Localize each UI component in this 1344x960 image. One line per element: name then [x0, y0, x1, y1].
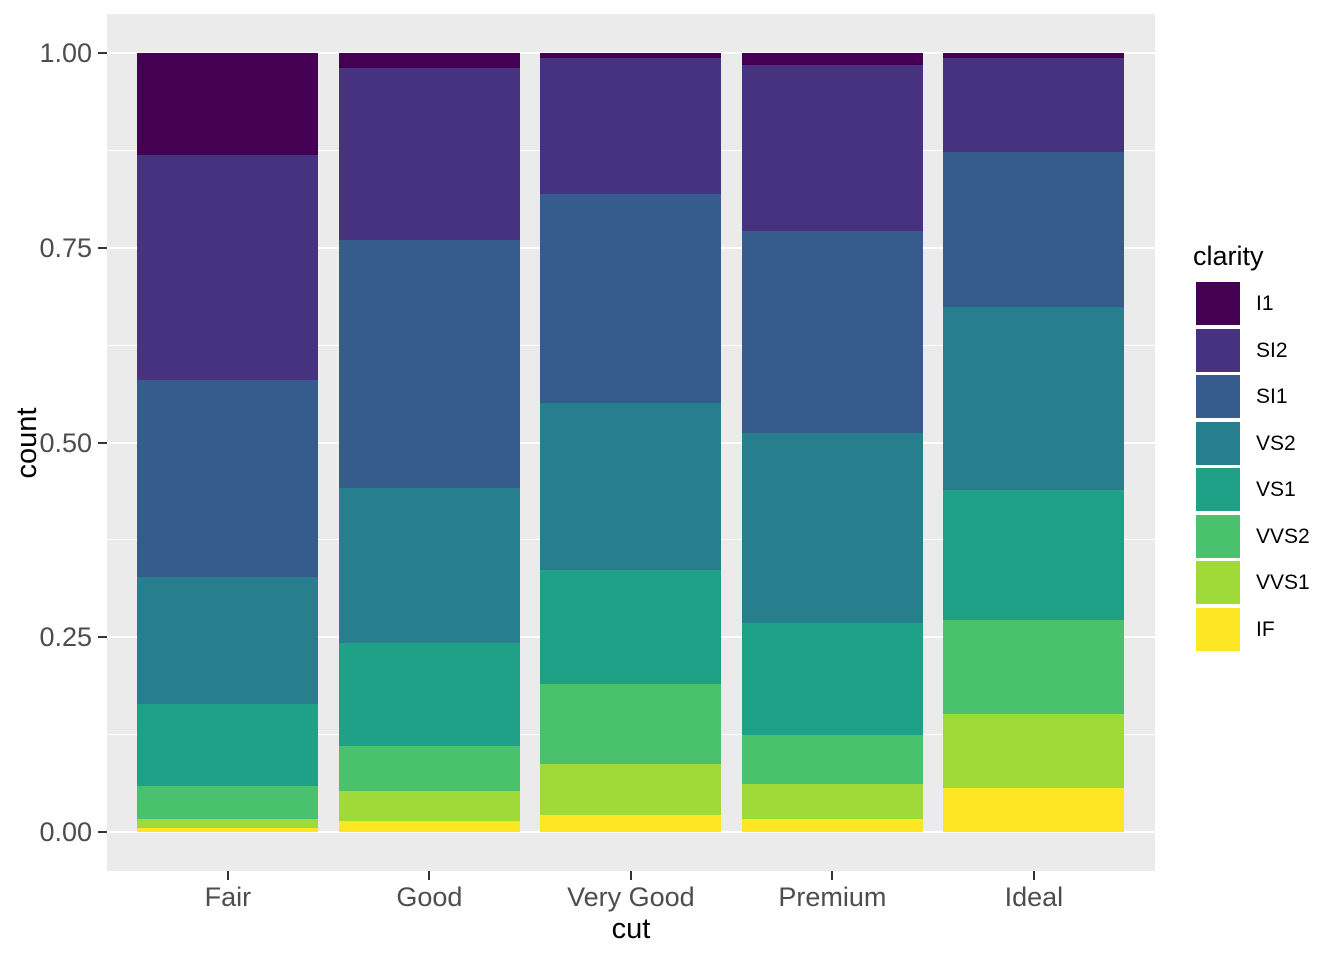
y-axis-title: count	[11, 407, 43, 478]
legend-key-vs2	[1196, 421, 1240, 465]
bar-good	[338, 53, 520, 832]
bar-segment-si2	[338, 68, 520, 240]
bar-segment-if	[741, 818, 923, 832]
y-tick-mark	[98, 636, 107, 639]
bar-segment-vs2	[540, 402, 722, 570]
legend-label-vvs2: VVS2	[1256, 524, 1310, 548]
bar-segment-if	[338, 820, 520, 832]
x-tick-mark	[1032, 871, 1035, 880]
bar-segment-vvs1	[540, 763, 722, 815]
y-tick-label: 0.75	[39, 232, 92, 263]
x-tick-label: Premium	[778, 882, 887, 912]
y-tick-mark	[98, 441, 107, 444]
bar-segment-si1	[338, 239, 520, 488]
bar-premium	[741, 53, 923, 832]
x-axis-title: cut	[611, 913, 651, 945]
bar-segment-si1	[943, 152, 1125, 308]
legend-key-si1	[1196, 375, 1240, 418]
legend-label-si2: SI2	[1256, 338, 1288, 362]
bar-segment-if	[137, 827, 319, 832]
y-tick-label: 1.00	[39, 38, 92, 68]
bar-segment-vs1	[540, 569, 722, 685]
y-tick-mark	[98, 246, 107, 249]
bar-segment-vvs2	[943, 620, 1125, 715]
y-tick-label: 0.00	[39, 817, 92, 847]
legend-label-si1: SI1	[1256, 385, 1288, 408]
bar-segment-vvs2	[338, 745, 520, 792]
bar-segment-vvs2	[137, 785, 319, 820]
x-tick-mark	[629, 871, 632, 880]
y-tick-mark	[98, 52, 107, 54]
legend-key-si2	[1196, 328, 1240, 372]
bar-segment-i1	[943, 53, 1125, 59]
bar-ideal	[943, 53, 1125, 832]
bar-segment-vs1	[137, 703, 319, 786]
bar-segment-i1	[540, 53, 722, 59]
bar-segment-vs2	[137, 577, 319, 704]
x-tick-label: Ideal	[1004, 882, 1064, 912]
legend-label-i1: I1	[1256, 292, 1274, 315]
x-tick-mark	[226, 871, 229, 880]
bar-segment-vvs1	[943, 714, 1125, 789]
legend-key-vvs1	[1196, 561, 1240, 604]
bar-segment-si2	[943, 58, 1125, 153]
legend-label-vs1: VS1	[1256, 478, 1296, 501]
bar-segment-vvs1	[137, 819, 319, 828]
y-tick-label: 0.50	[39, 427, 92, 458]
bar-segment-if	[943, 788, 1125, 832]
bar-segment-si2	[741, 64, 923, 232]
legend-label-vvs1: VVS1	[1256, 571, 1310, 594]
bar-segment-si2	[540, 58, 722, 194]
x-tick-label: Good	[396, 882, 463, 912]
bar-segment-vs2	[338, 487, 520, 643]
bar-segment-si1	[540, 193, 722, 403]
bar-segment-i1	[137, 53, 319, 155]
bar-segment-si1	[137, 380, 319, 578]
bar-segment-i1	[741, 53, 923, 65]
legend-key-i1	[1196, 282, 1240, 325]
x-tick-mark	[831, 871, 834, 880]
bar-segment-si2	[137, 154, 319, 381]
bar-segment-vvs2	[540, 684, 722, 764]
plot-panel	[107, 14, 1155, 871]
bar-segment-vs2	[741, 433, 923, 623]
bar-segment-vs1	[741, 622, 923, 735]
bar-fair	[137, 53, 319, 832]
y-tick-mark	[98, 831, 107, 833]
bar-segment-si1	[741, 231, 923, 434]
legend-label-vs2: VS2	[1256, 431, 1296, 455]
bar-very-good	[540, 53, 722, 832]
x-tick-mark	[428, 871, 431, 880]
y-tick-label: 0.25	[39, 622, 92, 653]
legend-title: clarity	[1193, 241, 1264, 271]
bar-segment-vvs1	[338, 791, 520, 821]
bar-segment-vvs2	[741, 735, 923, 785]
bar-segment-vvs1	[741, 784, 923, 819]
legend-key-vvs2	[1196, 514, 1240, 558]
bar-segment-if	[540, 814, 722, 832]
x-tick-label: Very Good	[567, 882, 695, 912]
bar-segment-vs1	[943, 490, 1125, 621]
x-tick-label: Fair	[204, 882, 252, 912]
gridline-major	[107, 831, 1155, 833]
bar-segment-i1	[338, 53, 520, 69]
bar-segment-vs1	[338, 642, 520, 746]
legend-key-if	[1196, 607, 1240, 651]
legend-key-vs1	[1196, 468, 1240, 511]
bar-segment-vs2	[943, 307, 1125, 491]
legend-label-if: IF	[1256, 617, 1275, 641]
